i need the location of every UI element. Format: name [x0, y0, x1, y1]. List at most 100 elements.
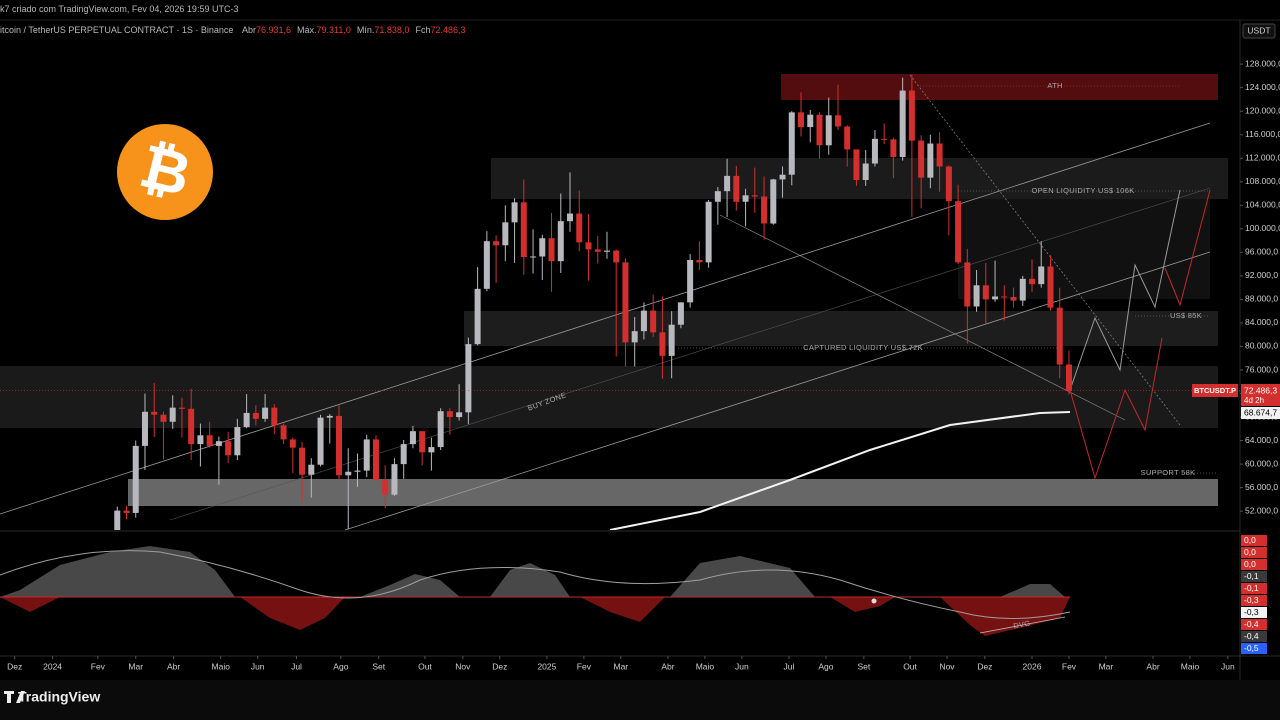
osc-label-box — [1241, 535, 1267, 546]
candle-body — [400, 444, 407, 465]
candle-body — [788, 112, 795, 175]
candle-body — [308, 464, 315, 475]
y-tick-label: 64.000,0 — [1245, 435, 1278, 445]
candle-body — [215, 441, 222, 446]
candle-body — [354, 470, 361, 472]
x-tick-label: Set — [372, 661, 385, 671]
candle-body — [982, 285, 989, 300]
candle-body — [1047, 266, 1054, 308]
ohlc-value: 79.311,0 — [316, 25, 351, 35]
candle-body — [114, 510, 121, 530]
annotation: CAPTURED LIQUIDITY US$ 72K — [803, 343, 923, 352]
last-price-box — [1241, 384, 1280, 406]
candle-body — [1038, 266, 1045, 285]
x-tick-label: Ago — [818, 661, 833, 671]
candle-body — [585, 242, 592, 250]
osc-negative — [940, 597, 1070, 636]
y-tick-label: 52.000,0 — [1245, 505, 1278, 515]
candle-body — [668, 324, 675, 356]
candle-body — [603, 250, 610, 252]
candle-body — [650, 310, 657, 333]
candle-body — [141, 411, 148, 446]
candle-body — [299, 447, 306, 475]
ohlc-value: 72.486,3 — [430, 25, 466, 35]
candle-body — [613, 250, 620, 263]
x-tick-label: Mar — [614, 661, 629, 671]
candle-body — [225, 441, 232, 456]
candle-body — [640, 310, 647, 332]
osc-positive — [490, 563, 570, 597]
osc-label: -0,3 — [1244, 607, 1259, 617]
candle-body — [280, 425, 287, 440]
x-tick-label: Mar — [128, 661, 143, 671]
candle-body — [271, 407, 278, 426]
candle-body — [798, 112, 805, 128]
ohlc-label: Máx. — [297, 25, 317, 35]
osc-signal — [0, 550, 1071, 619]
candle-body — [465, 344, 472, 413]
x-tick-label: Jul — [784, 661, 795, 671]
osc-label: -0,1 — [1244, 583, 1259, 593]
candle-body — [576, 213, 583, 243]
candle-body — [178, 407, 185, 409]
osc-dot — [871, 598, 877, 604]
axes: 52.000,056.000,060.000,064.000,068.000,0… — [7, 58, 1280, 671]
channel-lower — [344, 251, 1211, 530]
osc-label: 0,0 — [1244, 547, 1256, 557]
currency-box[interactable] — [1242, 23, 1276, 39]
projection-bear — [1069, 337, 1163, 480]
osc-label: 0,0 — [1244, 535, 1256, 545]
support-zone — [128, 479, 1218, 506]
osc-label-box — [1241, 631, 1267, 642]
x-tick-label: Ago — [333, 661, 348, 671]
candle-body — [326, 415, 333, 418]
candle-body — [1001, 296, 1008, 298]
osc-label: -0,4 — [1244, 619, 1259, 629]
candle-body — [493, 241, 500, 246]
ohlc-label: Abr — [241, 25, 256, 35]
y-tick-label: 116.000,0 — [1245, 129, 1280, 139]
osc-label-box — [1241, 595, 1267, 606]
candle-body — [234, 427, 241, 456]
candle-body — [262, 407, 269, 419]
currency[interactable]: USDT — [1247, 25, 1270, 35]
symbol-name: itcoin / TetherUS PERPETUAL CONTRACT · 1… — [0, 25, 234, 35]
x-tick-label: Fev — [91, 661, 106, 671]
candle-body — [631, 331, 638, 343]
candle-body — [206, 435, 213, 446]
x-tick-label: Jun — [1221, 661, 1235, 671]
y-tick-label: 124.000,0 — [1245, 82, 1280, 92]
candle-body — [474, 288, 481, 345]
osc-label-box — [1241, 547, 1267, 558]
candle-body — [132, 445, 139, 513]
candle-body — [511, 202, 518, 223]
y-tick-label: 76.000,0 — [1245, 364, 1278, 374]
x-tick-label: Set — [857, 661, 870, 671]
x-tick-label: Mar — [1099, 661, 1114, 671]
candle-body — [659, 332, 666, 356]
oscillator-labels: 0,0 0,0 0,0 -0,1 -0,1 -0,3 -0,3 -0,4 -0,4 -0,5 — [1241, 535, 1267, 654]
annotation: ATH — [1047, 81, 1062, 90]
x-tick-label: Jul — [291, 661, 302, 671]
x-tick-label: 2026 — [1023, 661, 1042, 671]
y-tick-label: 108.000,0 — [1245, 176, 1280, 186]
candle-body — [502, 222, 509, 246]
ohlc-label: Fch — [415, 25, 431, 35]
y-tick-label: 84.000,0 — [1245, 317, 1278, 327]
moving-average — [609, 411, 1071, 530]
osc-label-box — [1241, 643, 1267, 654]
candle-body — [446, 411, 453, 418]
candle-body — [779, 174, 786, 180]
osc-negative — [830, 597, 895, 612]
osc-label: -0,4 — [1244, 631, 1259, 641]
x-tick-label: 2025 — [537, 661, 556, 671]
candle-body — [437, 411, 444, 448]
osc-positive — [670, 556, 815, 597]
annotation: OPEN LIQUIDITY US$ 106K — [1031, 186, 1134, 195]
candle-body — [419, 431, 426, 453]
candle-body — [724, 175, 731, 192]
brand-logo — [4, 691, 25, 703]
annotation: SUPPORT 58K — [1141, 468, 1196, 477]
candle-body — [197, 435, 204, 445]
